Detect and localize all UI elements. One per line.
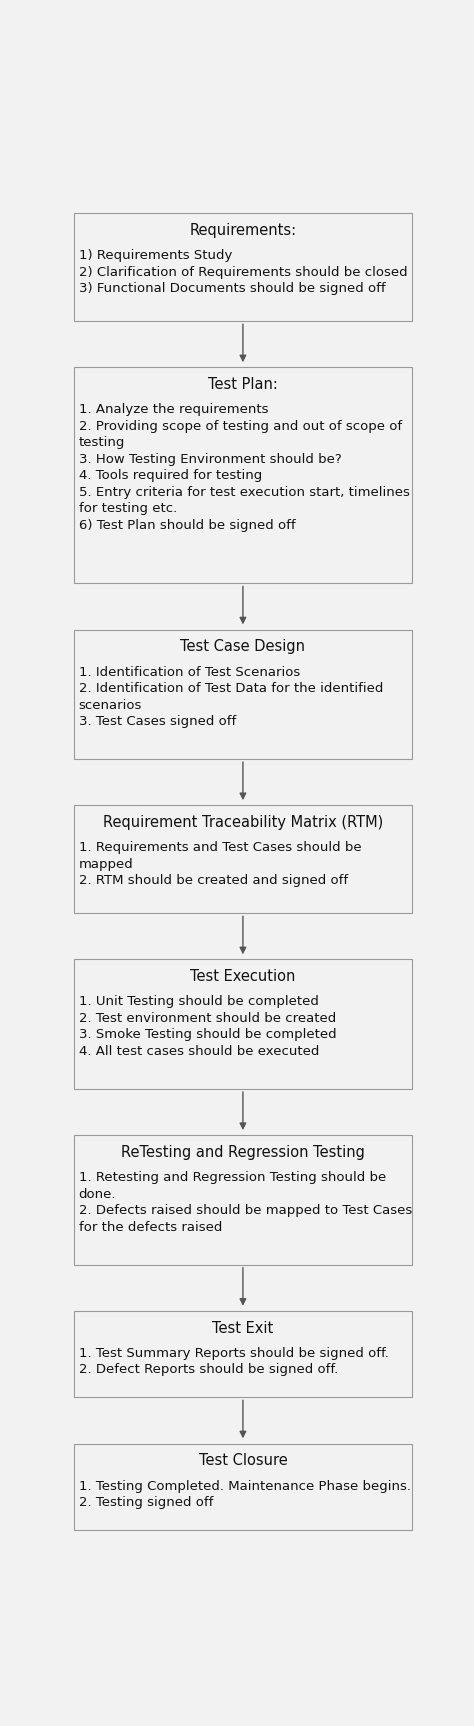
Text: Test Closure: Test Closure — [199, 1453, 287, 1469]
Text: 1. Requirements and Test Cases should be
mapped
2. RTM should be created and sig: 1. Requirements and Test Cases should be… — [79, 841, 361, 887]
Bar — [74, 368, 412, 583]
Bar — [74, 214, 412, 321]
Text: Requirement Traceability Matrix (RTM): Requirement Traceability Matrix (RTM) — [103, 815, 383, 830]
Text: 1. Retesting and Regression Testing should be
done.
2. Defects raised should be : 1. Retesting and Regression Testing shou… — [79, 1172, 412, 1234]
Bar — [74, 1443, 412, 1529]
Bar — [74, 1136, 412, 1265]
Bar — [74, 960, 412, 1089]
Text: ReTesting and Regression Testing: ReTesting and Regression Testing — [121, 1144, 365, 1160]
Text: Test Execution: Test Execution — [190, 968, 296, 984]
Text: 1. Identification of Test Scenarios
2. Identification of Test Data for the ident: 1. Identification of Test Scenarios 2. I… — [79, 666, 383, 728]
Text: Test Exit: Test Exit — [212, 1320, 273, 1336]
Bar — [74, 806, 412, 913]
Text: Requirements:: Requirements: — [189, 223, 297, 238]
Text: Test Plan:: Test Plan: — [208, 376, 278, 392]
Text: Test Case Design: Test Case Design — [181, 639, 305, 654]
Text: 1) Requirements Study
2) Clarification of Requirements should be closed
3) Funct: 1) Requirements Study 2) Clarification o… — [79, 249, 407, 295]
Text: 1. Test Summary Reports should be signed off.
2. Defect Reports should be signed: 1. Test Summary Reports should be signed… — [79, 1346, 389, 1376]
Bar — [74, 1312, 412, 1398]
Text: 1. Analyze the requirements
2. Providing scope of testing and out of scope of
te: 1. Analyze the requirements 2. Providing… — [79, 404, 410, 532]
Text: 1. Unit Testing should be completed
2. Test environment should be created
3. Smo: 1. Unit Testing should be completed 2. T… — [79, 996, 336, 1058]
Text: 1. Testing Completed. Maintenance Phase begins.
2. Testing signed off: 1. Testing Completed. Maintenance Phase … — [79, 1479, 410, 1509]
Bar — [74, 630, 412, 759]
